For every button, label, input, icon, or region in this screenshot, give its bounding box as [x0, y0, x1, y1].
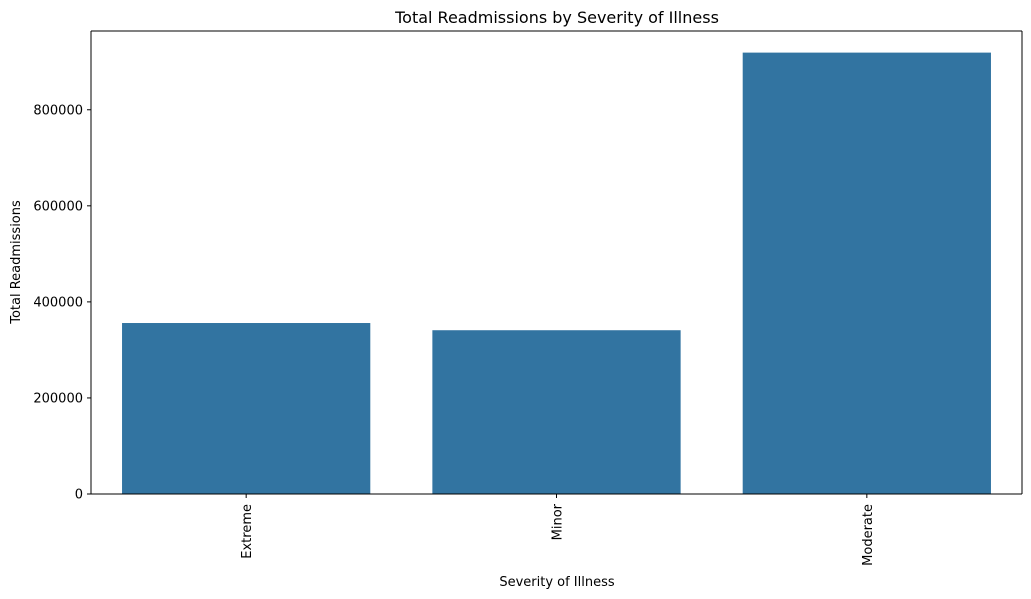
x-tick-label-minor: Minor [551, 503, 566, 540]
y-tick-label: 600000 [33, 199, 83, 214]
bars-group [122, 52, 991, 495]
y-axis-label: Total Readmissions [9, 200, 24, 325]
x-tick-label-moderate: Moderate [861, 504, 876, 566]
bar-moderate [742, 52, 991, 495]
y-tick-label: 400000 [33, 295, 83, 310]
chart-title: Total Readmissions by Severity of Illnes… [394, 8, 719, 27]
x-axis-label: Severity of Illness [499, 575, 615, 590]
y-tick-label: 200000 [33, 391, 83, 406]
x-axis-ticks: Extreme Minor Moderate [240, 494, 876, 566]
bar-minor [432, 330, 681, 494]
y-tick-label: 800000 [33, 103, 83, 118]
x-tick-label-extreme: Extreme [240, 504, 255, 559]
bar-extreme [122, 323, 371, 494]
y-tick-label: 0 [75, 488, 83, 503]
y-axis-ticks: 0 200000 400000 600000 800000 [33, 103, 91, 503]
